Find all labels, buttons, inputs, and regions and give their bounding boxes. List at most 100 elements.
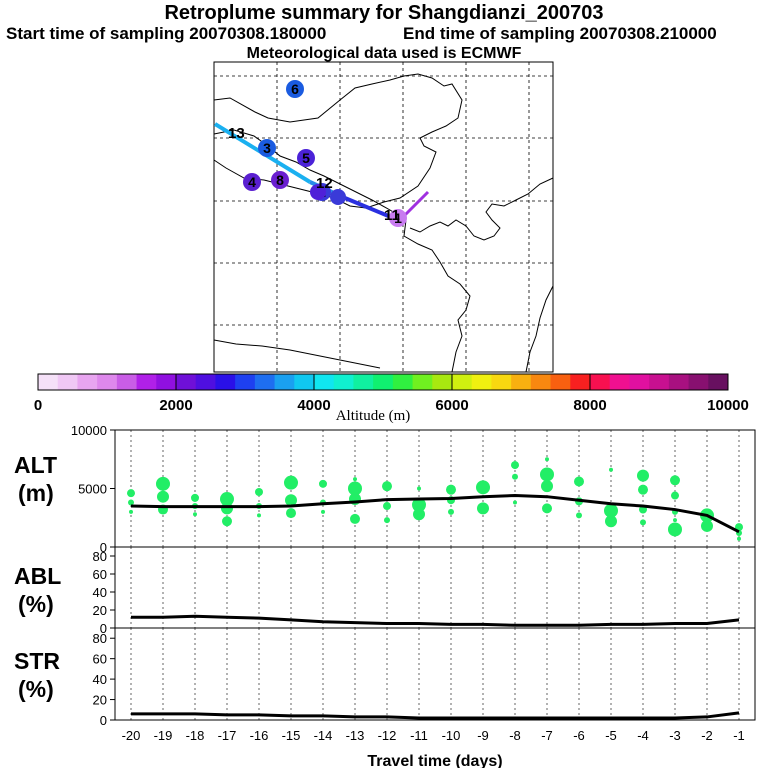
str-ytick-label: 80 [93,631,107,646]
end-time-label: End time of sampling 20070308.210000 [403,24,717,43]
alt-scatter-point [220,492,234,507]
alt-scatter-point [637,469,649,482]
str-series-line [131,711,740,720]
x-tick-label: -10 [442,728,461,743]
map-number-labels: 13 12 11 [228,125,400,224]
map-marker-label: 8 [276,172,284,188]
alt-scatter-point [541,480,553,493]
alt-scatter-point [413,508,425,521]
alt-scatter-point [412,497,426,512]
alt-ytick-label: 5000 [78,482,107,497]
alt-scatter-point [157,490,169,503]
x-tick-label: -17 [218,728,237,743]
alt-scatter-point [156,476,170,491]
alt-scatter-point [384,517,390,524]
map-marker-label: 5 [302,150,310,166]
alt-frame [114,429,756,548]
x-axis-label: Travel time (days) [367,753,502,768]
str-ytick-label: 0 [100,713,107,728]
alt-scatter-point [609,467,613,472]
alt-scatter-point [673,518,677,523]
alt-scatter-point [383,502,391,511]
alt-scatter-point [321,509,325,514]
x-tick-label: -18 [186,728,205,743]
alt-scatter-point [476,480,490,495]
alt-scatter-point [670,475,680,486]
map-marker-5 [297,149,315,167]
alt-scatter-point [128,499,134,506]
alt-scatter-point [737,536,741,541]
alt-scatter-point [319,479,327,488]
alt-scatter-point [286,508,296,519]
x-tick-label: -6 [573,728,585,743]
met-data-label: Meteorological data used is ECMWF [246,45,522,62]
alt-scatter-point [446,484,456,495]
chart-title: Retroplume summary for Shangdianzi_20070… [164,2,604,24]
map-marker-extra-b [310,184,326,200]
abl-series-line [131,614,740,627]
x-tick-label: -1 [733,728,745,743]
alt-scatter-point [417,486,421,491]
alt-scatter-point [193,512,197,517]
map-marker-label: 4 [248,174,256,190]
map-marker-label: 3 [263,140,271,156]
map-number-11: 11 [384,207,400,224]
alt-scatter-point [348,481,362,496]
abl-ytick-label: 20 [93,603,107,618]
x-tick-label: -3 [669,728,681,743]
alt-scatter-point [701,519,713,532]
x-tick-label: -12 [378,728,397,743]
abl-panel: 0 20 40 60 80 [93,546,756,636]
alt-scatter-point [255,488,263,497]
abl-ytick-label: 40 [93,585,107,600]
alt-scatter-point [448,508,454,515]
alt-panel: 0 5000 10000 [71,423,756,555]
alt-scatter-point [511,461,519,470]
map-marker-6 [286,80,304,98]
x-tick-label: -15 [282,728,301,743]
alt-scatter-point [576,512,582,519]
alt-panel-unit: (m) [18,480,54,506]
abl-panel-unit: (%) [18,591,54,617]
x-tick-label: -4 [637,728,649,743]
alt-scatter-point [671,491,679,500]
alt-scatter-point [640,519,646,526]
abl-ytick-label: 0 [100,621,107,636]
x-tick-label: -20 [122,728,141,743]
str-ytick-label: 40 [93,672,107,687]
map-markers: 6354821 [243,80,407,227]
map-frame [213,61,554,373]
map-number-12: 12 [316,175,333,192]
alt-scatter-point [191,493,199,502]
str-panel-unit: (%) [18,676,54,702]
x-tick-label: -8 [509,728,521,743]
alt-ytick-label: 0 [100,540,107,555]
map-number-13: 13 [228,125,245,142]
alt-scatter-point [477,502,489,515]
x-tick-label: -19 [154,728,173,743]
alt-scatter-point [604,503,618,518]
map-marker-label: 6 [291,81,299,97]
str-ytick-label: 60 [93,652,107,667]
alt-scatter-point [129,509,133,514]
x-tick-label: -14 [314,728,333,743]
map-coastlines-borders [213,73,554,373]
x-tick-label: -7 [541,728,553,743]
map-gridlines [214,62,553,372]
map-marker-extra-a [330,189,346,205]
alt-scatter-point [284,475,298,490]
str-frame [114,627,756,721]
alt-scatter-point [257,513,261,518]
alt-panel-label: ALT [14,452,58,478]
alt-scatter-point [127,489,135,498]
map-marker-4 [243,173,261,191]
abl-panel-label: ABL [14,563,62,589]
map-marker-1 [389,209,407,227]
alt-scatter-point [638,484,648,495]
start-time-label: Start time of sampling 20070308.180000 [6,24,327,43]
x-tick-label: -2 [701,728,713,743]
colorbar-label: Altitude (m) [335,408,411,424]
